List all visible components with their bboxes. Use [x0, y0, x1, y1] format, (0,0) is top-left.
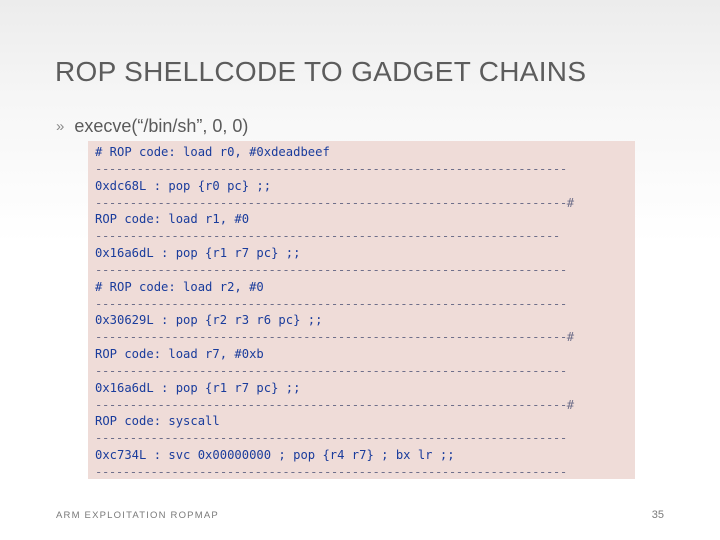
code-line: 0x16a6dL : pop {r1 r7 pc} ;;	[95, 246, 301, 260]
code-line: ----------------------------------------…	[95, 263, 567, 277]
code-line: # ROP code: load r2, #0	[95, 280, 264, 294]
slide-title: ROP SHELLCODE TO GADGET CHAINS	[55, 56, 587, 87]
code-line: ----------------------------------------…	[95, 330, 574, 344]
code-line: ----------------------------------------…	[95, 465, 567, 479]
code-line: 0xdc68L : pop {r0 pc} ;;	[95, 179, 272, 193]
code-line: 0x30629L : pop {r2 r3 r6 pc} ;;	[95, 313, 323, 327]
code-line: ----------------------------------------…	[95, 229, 560, 243]
page-number: 35	[651, 509, 664, 521]
code-line: ROP code: syscall	[95, 414, 220, 428]
code-block: # ROP code: load r0, #0xdeadbeef -------…	[88, 141, 635, 479]
code-line: ROP code: load r7, #0xb	[95, 347, 264, 361]
code-line: ROP code: load r1, #0	[95, 212, 250, 226]
code-line: ----------------------------------------…	[95, 364, 567, 378]
code-line: ----------------------------------------…	[95, 431, 567, 445]
code-line: 0x16a6dL : pop {r1 r7 pc} ;;	[95, 381, 301, 395]
code-line: ----------------------------------------…	[95, 196, 574, 210]
bullet-item: » execve(“/bin/sh”, 0, 0)	[56, 116, 248, 137]
code-line: 0xc734L : svc 0x00000000 ; pop {r4 r7} ;…	[95, 448, 455, 462]
code-line: ----------------------------------------…	[95, 297, 567, 311]
bullet-text: execve(“/bin/sh”, 0, 0)	[74, 116, 249, 136]
bullet-marker: »	[56, 118, 65, 135]
footer-label: ARM EXPLOITATION ROPMAP	[56, 510, 219, 521]
code-line: ----------------------------------------…	[95, 162, 567, 176]
code-line: # ROP code: load r0, #0xdeadbeef	[95, 145, 330, 159]
code-line: ----------------------------------------…	[95, 398, 574, 412]
